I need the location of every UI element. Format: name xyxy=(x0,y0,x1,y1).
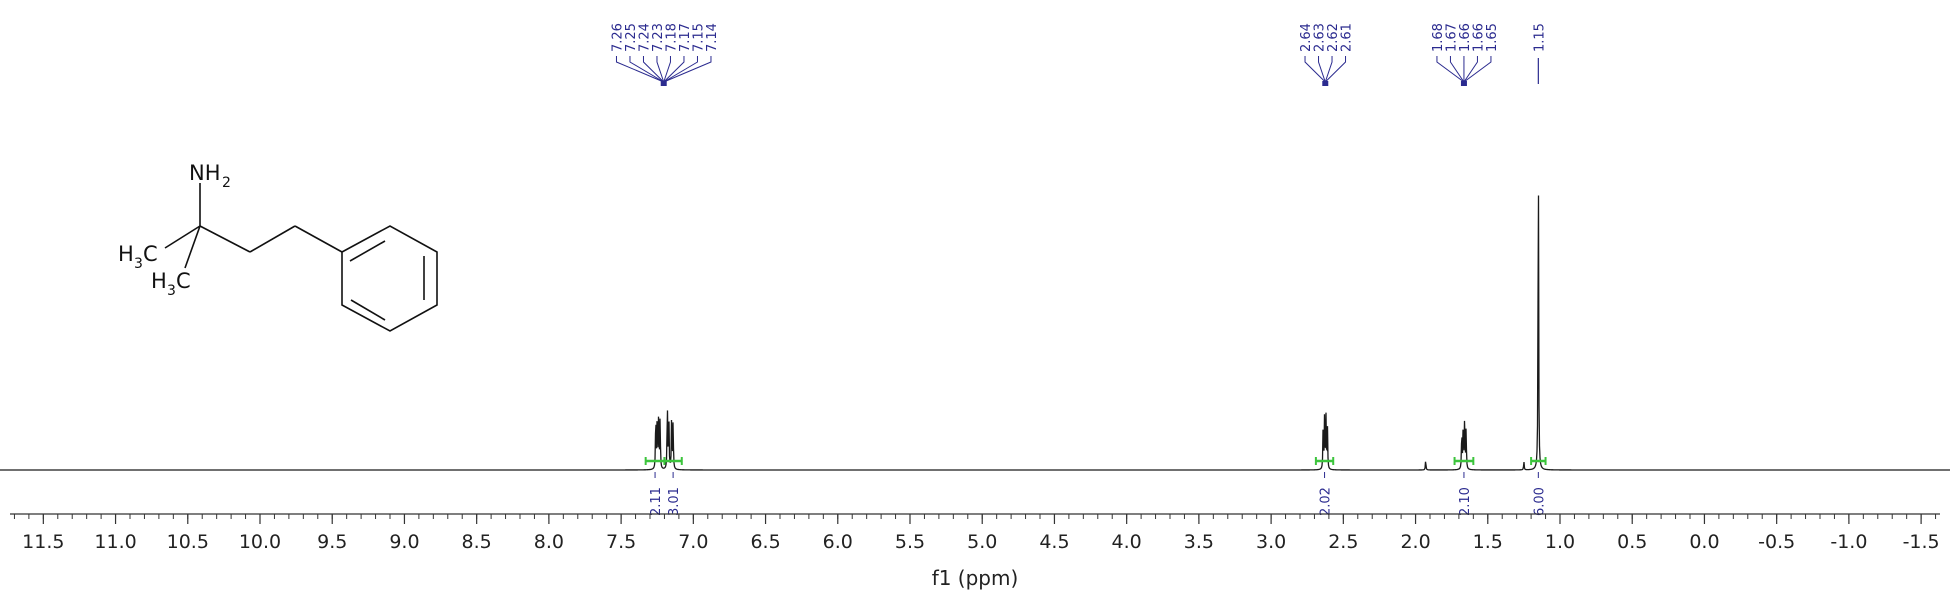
peak-label: 7.24 xyxy=(637,23,652,52)
peak-label-connector xyxy=(615,56,664,83)
peak-label: 7.17 xyxy=(678,23,693,52)
integral-label: 6.00 xyxy=(1532,487,1547,516)
x-tick-label: -0.5 xyxy=(1758,531,1795,553)
peak-label-connector xyxy=(1318,56,1326,83)
peak-label: 7.26 xyxy=(610,23,625,52)
x-tick-label: 9.5 xyxy=(317,531,347,553)
x-tick-label: 4.5 xyxy=(1039,531,1069,553)
x-tick-label: 6.5 xyxy=(750,531,780,553)
x-tick-label: 1.5 xyxy=(1473,531,1503,553)
peak-label-group: 1.681.671.661.661.65 xyxy=(1431,23,1500,86)
amine-label: NH xyxy=(189,161,221,185)
x-tick-label: 11.0 xyxy=(94,531,136,553)
peak-label-connector xyxy=(663,56,671,83)
integral-label: 2.02 xyxy=(1319,487,1334,516)
peak-label: 1.66 xyxy=(1458,23,1473,52)
methyl-1-h: H xyxy=(118,242,134,266)
peak-label: 7.15 xyxy=(691,23,706,52)
x-tick-label: 3.5 xyxy=(1184,531,1214,553)
x-axis-title: f1 (ppm) xyxy=(932,566,1019,590)
x-tick-label: 9.0 xyxy=(389,531,419,553)
peak-label: 7.25 xyxy=(624,23,639,52)
x-tick-label: 8.0 xyxy=(534,531,564,553)
x-tick-label: 11.5 xyxy=(22,531,64,553)
peak-label-connector xyxy=(1324,56,1333,83)
peak-label-connector xyxy=(656,56,665,83)
peak-label: 7.23 xyxy=(651,23,666,52)
x-tick-label: 10.5 xyxy=(167,531,209,553)
peak-label: 2.61 xyxy=(1340,23,1355,52)
spectrum-line xyxy=(0,195,1950,471)
x-tick-label: -1.0 xyxy=(1830,531,1867,553)
methyl-1-c: C xyxy=(143,242,158,266)
x-tick-label: 5.0 xyxy=(967,531,997,553)
peak-labels: 7.267.257.247.237.187.177.157.14 2.642.63… xyxy=(610,23,1547,86)
methyl-2-c: C xyxy=(176,269,191,293)
integral-region: 2.02 xyxy=(1314,457,1335,516)
x-tick-label: 2.0 xyxy=(1400,531,1430,553)
peak-label: 7.18 xyxy=(664,23,679,52)
peak-label-group: 1.15 xyxy=(1532,23,1547,84)
peak-label-connector xyxy=(663,56,685,83)
peak-label: 2.64 xyxy=(1299,23,1314,52)
peak-label-hub xyxy=(1322,81,1329,86)
integral-region: 3.01 xyxy=(663,457,683,516)
peak-label: 2.63 xyxy=(1313,23,1328,52)
integral-region: 6.00 xyxy=(1530,457,1547,516)
x-tick-label: 2.5 xyxy=(1328,531,1358,553)
x-tick-label: 6.0 xyxy=(823,531,853,553)
peak-label-connector xyxy=(1304,56,1326,83)
amine-subscript: 2 xyxy=(222,175,231,191)
peak-label-group: 7.267.257.247.237.187.177.157.14 xyxy=(610,23,720,86)
x-tick-label: 0.0 xyxy=(1689,531,1719,553)
x-tick-label: 5.5 xyxy=(895,531,925,553)
peak-label-group: 2.642.632.622.61 xyxy=(1299,23,1355,86)
peak-label-connector xyxy=(1324,56,1347,83)
peak-label-connector xyxy=(629,56,664,83)
x-tick-label: 3.0 xyxy=(1256,531,1286,553)
peak-label-connector xyxy=(642,56,665,83)
peak-label-connector xyxy=(1463,56,1492,83)
peak-label: 1.65 xyxy=(1485,23,1500,52)
x-tick-label: 7.0 xyxy=(678,531,708,553)
peak-label-connector xyxy=(663,56,712,83)
x-tick-label: 1.0 xyxy=(1545,531,1575,553)
peak-label-hub xyxy=(1460,81,1467,86)
x-tick-label: 4.0 xyxy=(1112,531,1142,553)
molecule-structure: NH 2 H 3 C H 3 C xyxy=(118,161,438,332)
peak-label: 1.67 xyxy=(1444,23,1459,52)
integral-label: 2.10 xyxy=(1458,487,1473,516)
peak-label: 1.66 xyxy=(1471,23,1486,52)
peak-label-connector xyxy=(1449,56,1465,83)
x-axis: 11.5 11.0 10.5 10.0 9.5 9.0 8.5 8.0 7.5 7.0 6.5 6.0… xyxy=(10,513,1940,553)
methyl-2-h: H xyxy=(151,269,167,293)
peak-label: 7.14 xyxy=(705,23,720,52)
peak-label-connector xyxy=(663,56,698,83)
integral-region: 2.10 xyxy=(1453,457,1475,516)
peak-label-hub xyxy=(660,81,667,86)
x-tick-label: 0.5 xyxy=(1617,531,1647,553)
x-tick-label: -1.5 xyxy=(1903,531,1940,553)
integral-label: 3.01 xyxy=(667,487,682,516)
peak-label-connector xyxy=(1463,56,1478,83)
integrals: 2.11 3.01 2.02 2.10 6.00 xyxy=(644,457,1547,516)
x-tick-label: 10.0 xyxy=(239,531,281,553)
integral-label: 2.11 xyxy=(649,487,664,516)
x-tick-label: 8.5 xyxy=(462,531,492,553)
peak-label: 2.62 xyxy=(1326,23,1341,52)
spectrum-trace xyxy=(0,195,1950,471)
peak-label-connector xyxy=(1436,56,1465,83)
methyl-1-subscript: 3 xyxy=(134,256,143,272)
peak-label: 1.15 xyxy=(1532,23,1547,52)
peak-label: 1.68 xyxy=(1431,23,1446,52)
methyl-2-subscript: 3 xyxy=(167,283,176,299)
x-tick-label: 7.5 xyxy=(606,531,636,553)
